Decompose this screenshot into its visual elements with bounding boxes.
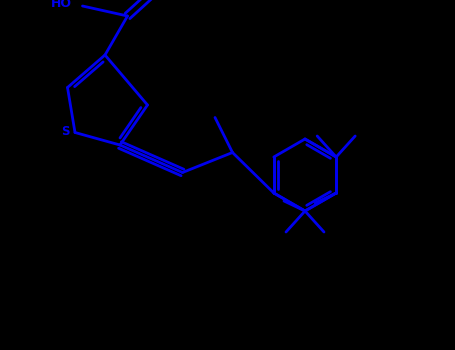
Text: HO: HO xyxy=(51,0,72,10)
Text: S: S xyxy=(61,125,69,138)
